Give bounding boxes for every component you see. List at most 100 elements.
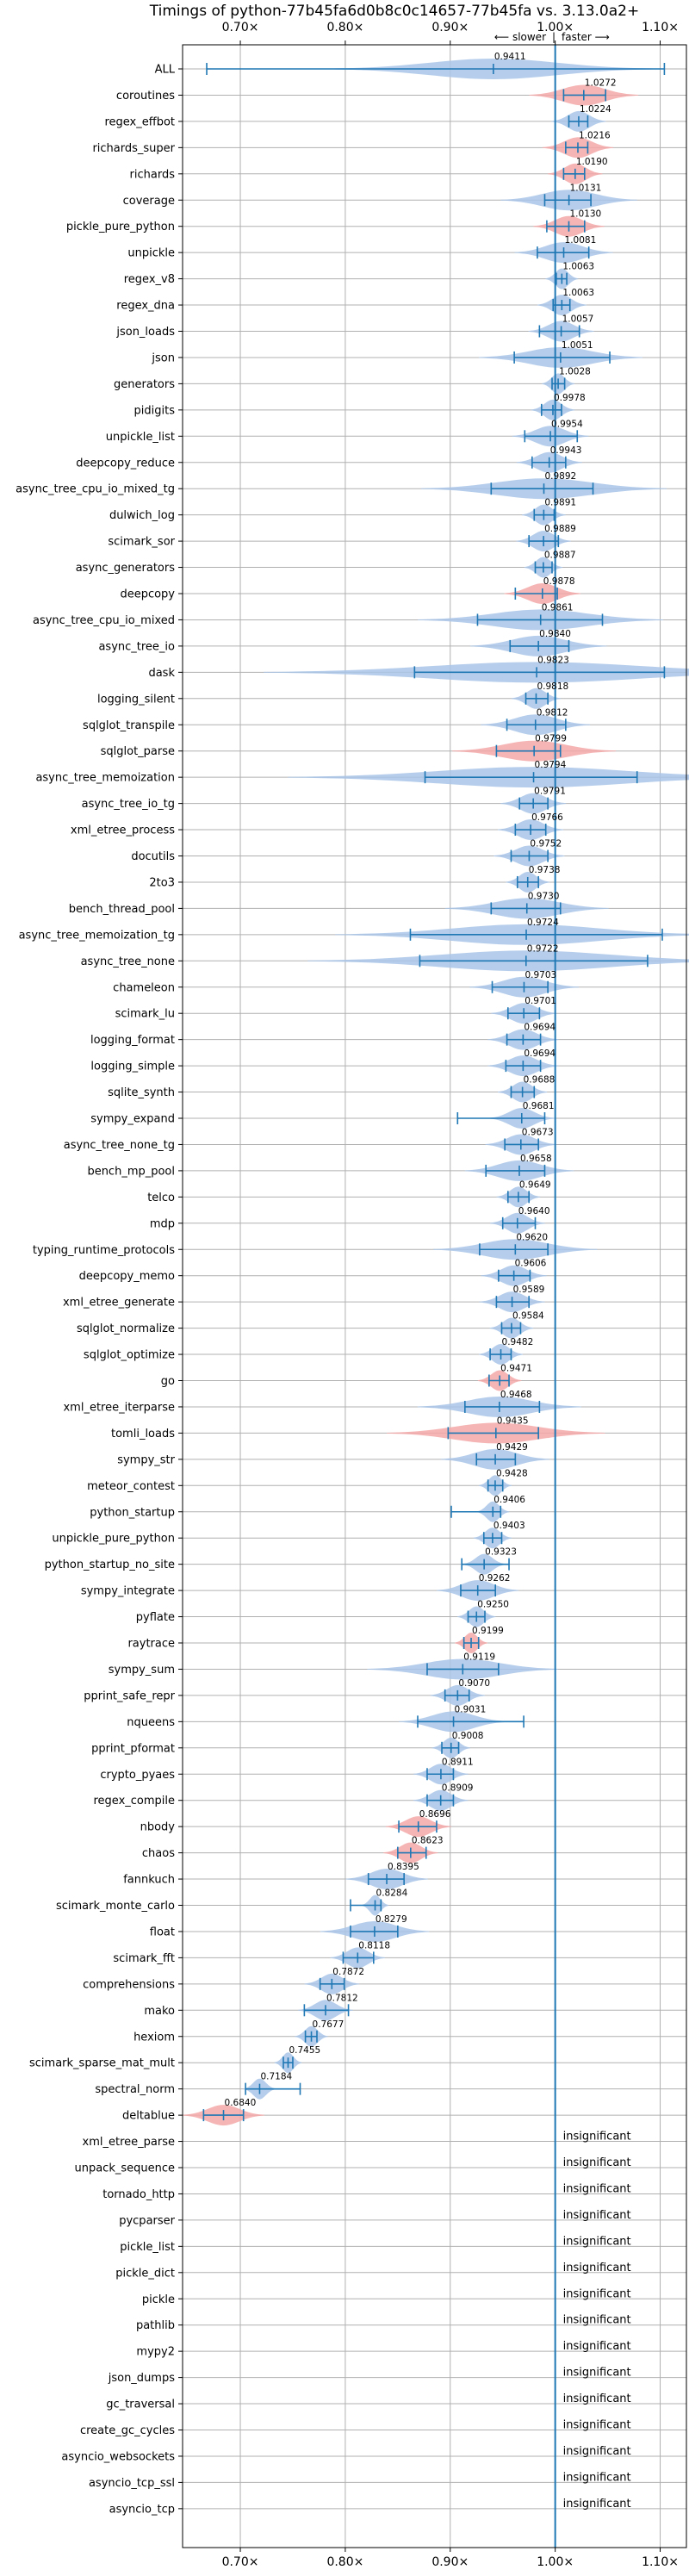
value-label: 0.9406 [493,1495,525,1505]
benchmark-name: hexiom [133,2031,175,2044]
benchmark-name: sympy_integrate [81,1585,175,1598]
benchmark-name: async_tree_memoization [35,772,175,785]
value-label: 0.9199 [472,1626,504,1636]
benchmark-name: coroutines [116,90,175,103]
benchmark-violin-coverage [500,190,637,211]
x-tick-label-bottom: 0.70× [222,2555,259,2569]
benchmark-name: tomli_loads [111,1428,175,1440]
benchmark-violin-async_tree_none_tg [485,1134,556,1155]
benchmark-violin-float [320,1920,430,1942]
benchmark-name: asyncio_websockets [61,2450,175,2463]
value-label: 0.9429 [496,1442,528,1453]
benchmark-name: python_startup_no_site [45,1559,175,1571]
benchmark-name: logging_silent [97,693,175,706]
insignificant-label: insignificant [563,2156,631,2169]
benchmark-name: pprint_safe_repr [84,1689,175,1702]
value-label: 0.6840 [225,2098,257,2108]
benchmark-name: deepcopy [120,588,175,601]
value-label: 0.8284 [376,1888,408,1899]
benchmark-name: mako [144,2005,175,2018]
benchmark-name: pickle_list [120,2241,175,2254]
value-label: 0.9840 [539,629,571,639]
value-label: 0.9471 [500,1364,532,1374]
benchmark-violin-scimark_lu [491,1003,557,1024]
benchmark-violin-coroutines [529,84,639,106]
benchmark-violin-hexiom [295,2025,328,2047]
benchmark-violin-richards [548,163,603,184]
value-label: 0.9262 [479,1573,511,1584]
benchmark-violin-sympy_sum [367,1658,559,1680]
benchmark-violin-regex_compile [413,1789,469,1811]
benchmark-name: scimark_sor [108,536,175,549]
benchmark-violin-regex_effbot [551,110,606,132]
insignificant-label: insignificant [563,2367,631,2380]
value-label: 0.7184 [260,2072,292,2082]
value-label: 0.9878 [543,576,575,587]
benchmark-name: logging_simple [90,1061,175,1073]
benchmark-labels: ALL 0.9411 coroutines 1.0272 regex_effbot 1.0… [16,52,630,2516]
benchmark-name: unpickle_pure_python [52,1533,175,1546]
benchmark-violin-async_generators [524,557,563,578]
benchmark-violin-sqlite_synth [498,1081,548,1103]
value-label: 1.0063 [562,262,594,272]
benchmark-name: telco [147,1192,175,1204]
value-label: 1.0224 [580,104,611,115]
benchmark-violin-deepcopy_reduce [516,451,582,473]
benchmark-violin-sqlglot_normalize [489,1317,534,1339]
benchmark-name: xml_etree_parse [83,2136,175,2149]
value-label: 0.9070 [458,1678,490,1689]
benchmark-violin-generators [542,373,575,395]
benchmark-name: scimark_monte_carlo [56,1900,175,1913]
insignificant-label: insignificant [563,2392,631,2405]
insignificant-label: insignificant [563,2262,631,2274]
value-label: 0.9658 [520,1154,552,1164]
value-label: 0.9887 [544,551,576,561]
benchmark-violin-xml_etree_process [498,819,564,840]
benchmark-name: nqueens [127,1716,175,1729]
benchmark-name: gc_traversal [106,2399,175,2411]
benchmark-violin-tomli_loads [387,1422,605,1444]
benchmark-name: comprehensions [83,1978,175,1991]
value-label: 0.9435 [497,1416,529,1426]
benchmark-name: sqlglot_optimize [84,1349,175,1362]
benchmark-violin-ALL [206,59,666,79]
value-label: 0.9978 [554,393,586,403]
benchmark-violin-bench_thread_pool [444,898,609,919]
benchmark-name: async_tree_memoization_tg [19,929,175,942]
insignificant-label: insignificant [563,2445,631,2458]
benchmark-violin-crypto_pyaes [413,1764,469,1785]
benchmark-name: json [151,352,175,364]
benchmark-name: richards [130,168,176,181]
benchmark-violin-async_tree_io_tg [500,793,567,814]
benchmark-name: pprint_pformat [91,1742,175,1755]
benchmark-name: sqlglot_transpile [83,719,175,732]
value-label: 0.9799 [535,734,567,744]
benchmark-name: unpickle [127,247,175,260]
x-tick-label-bottom: 0.90× [431,2555,469,2569]
value-label: 0.8696 [419,1809,451,1820]
benchmark-violin-json [478,346,642,368]
benchmark-violin-comprehensions [304,1973,359,1994]
benchmark-name: async_tree_io [98,640,175,653]
benchmark-name: sqlite_synth [108,1086,175,1099]
x-tick-label-bottom: 1.10× [642,2555,679,2569]
value-label: 1.0190 [576,157,608,167]
benchmark-violin-regex_v8 [545,268,579,289]
value-label: 1.0057 [562,314,594,325]
benchmark-violin-async_tree_io [469,635,607,656]
benchmark-name: raytrace [127,1638,175,1651]
benchmark-name: json_dumps [108,2372,175,2385]
insignificant-label: insignificant [563,2498,631,2511]
benchmark-violin-mako [298,2000,353,2021]
benchmark-violin-chameleon [469,976,579,998]
benchmark-violin-dulwich_log [522,504,566,526]
value-label: 1.0130 [570,209,602,220]
value-label: 0.7872 [332,1967,364,1977]
insignificant-label: insignificant [563,2235,631,2248]
benchmark-name: async_generators [76,562,176,575]
x-tick-label-top: 0.70× [222,21,259,34]
benchmark-name: asyncio_tcp_ssl [89,2477,175,2490]
value-label: 0.9250 [477,1600,509,1610]
benchmark-violin-xml_etree_generate [479,1291,545,1313]
value-label: 0.8118 [358,1940,390,1951]
